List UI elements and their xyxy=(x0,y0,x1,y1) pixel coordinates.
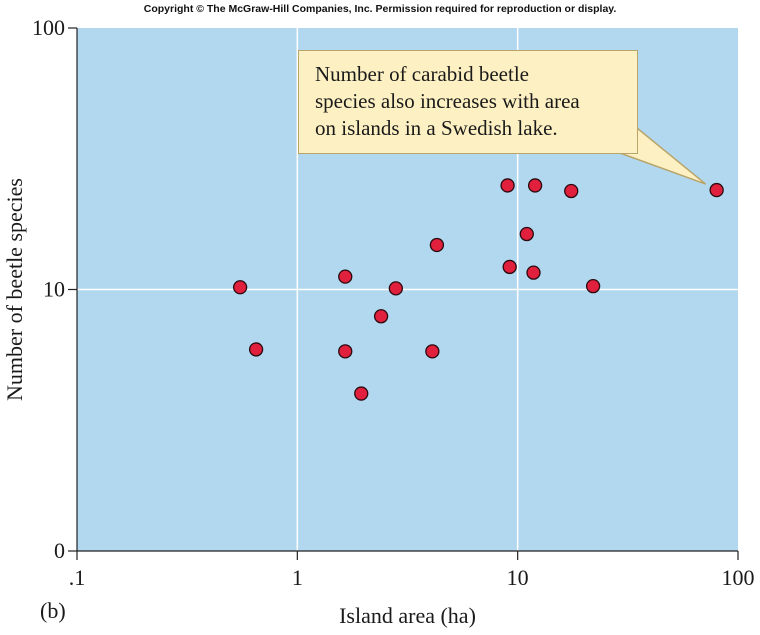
data-point xyxy=(526,265,541,280)
x-axis-title: Island area (ha) xyxy=(339,603,476,628)
x-tick-label: 1 xyxy=(292,565,303,590)
data-point xyxy=(338,344,353,359)
tick-labels: .1 1 10 100 0 10 100 xyxy=(32,15,755,590)
y-axis-title: Number of beetle species xyxy=(2,178,27,401)
x-tick-label: 10 xyxy=(507,565,529,590)
panel-label: (b) xyxy=(40,598,66,623)
data-point xyxy=(338,269,353,284)
data-point xyxy=(373,309,389,324)
data-point xyxy=(354,386,369,401)
data-point xyxy=(709,182,724,198)
data-point xyxy=(502,259,517,275)
axes xyxy=(68,27,739,560)
x-tick-label: 100 xyxy=(722,565,755,590)
data-point xyxy=(388,281,404,296)
data-point xyxy=(519,226,534,242)
data-point xyxy=(564,183,579,199)
data-point xyxy=(585,278,601,294)
y-tick-label: 100 xyxy=(32,15,65,40)
data-points xyxy=(232,178,724,401)
y-tick-label: 0 xyxy=(54,538,65,563)
callout-line-2: species also increases with area xyxy=(315,89,580,113)
data-point xyxy=(527,178,543,193)
x-tick-label: .1 xyxy=(69,565,86,590)
copyright-notice: Copyright © The McGraw-Hill Companies, I… xyxy=(143,3,617,15)
callout-line-3: on islands in a Swedish lake. xyxy=(315,116,558,140)
annotation-callout: Number of carabid beetle species also in… xyxy=(298,50,638,154)
y-tick-label: 10 xyxy=(43,277,65,302)
data-point xyxy=(248,342,264,357)
callout-line-1: Number of carabid beetle xyxy=(315,62,529,86)
data-point xyxy=(425,344,440,359)
data-point xyxy=(500,178,515,193)
data-point xyxy=(232,280,248,295)
data-point xyxy=(429,237,445,253)
